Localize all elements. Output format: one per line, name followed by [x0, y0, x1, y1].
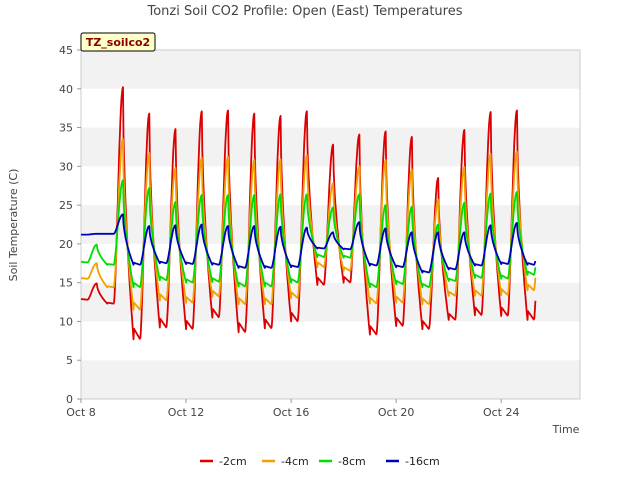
series-line-minus-8cm	[80, 179, 537, 289]
series-lines	[80, 86, 537, 341]
y-tick-label: 35	[59, 122, 73, 135]
badge-box	[80, 32, 156, 52]
y-axis-label: Soil Temperature (C)	[7, 169, 20, 282]
y-tick-label: 20	[59, 238, 73, 251]
grid-band	[81, 50, 580, 89]
y-tick-label: 40	[59, 83, 73, 96]
x-axis-ticks: Oct 8 Oct 12 Oct 16 Oct 20 Oct 24	[66, 399, 519, 419]
series-line-minus-4cm	[80, 138, 537, 311]
legend-label: -2cm	[219, 455, 247, 468]
x-tick-label: Oct 12	[168, 406, 205, 419]
legend-label: -8cm	[338, 455, 366, 468]
y-tick-label: 30	[59, 160, 73, 173]
y-tick-label: 0	[66, 393, 73, 406]
y-tick-label: 5	[66, 354, 73, 367]
x-tick-label: Oct 16	[273, 406, 310, 419]
dataset-badge: TZ_soilco2	[80, 32, 156, 52]
x-tick-label: Oct 8	[66, 406, 96, 419]
chart-title: Tonzi Soil CO2 Profile: Open (East) Temp…	[146, 4, 462, 19]
grid-band	[81, 360, 580, 399]
legend: -2cm -4cm -8cm -16cm	[200, 455, 440, 468]
y-tick-label: 15	[59, 277, 73, 290]
x-tick-label: Oct 24	[483, 406, 520, 419]
legend-label: -4cm	[281, 455, 309, 468]
grid-bands	[81, 50, 580, 399]
legend-label: -16cm	[405, 455, 440, 468]
grid-band	[81, 88, 580, 128]
grid-band	[81, 282, 580, 322]
y-tick-label: 45	[59, 44, 73, 57]
plot-area-border	[80, 49, 581, 400]
badge-text: TZ_soilco2	[86, 36, 150, 49]
series-line-minus-16cm	[80, 213, 537, 274]
x-tick-label: Oct 20	[378, 406, 415, 419]
y-tick-label: 25	[59, 199, 73, 212]
grid-band	[81, 321, 580, 361]
x-axis-label: Time	[552, 423, 580, 436]
y-tick-label: 10	[59, 315, 73, 328]
y-axis-ticks: 0 5 10 15 20 25 30 35 40 45	[59, 44, 81, 406]
